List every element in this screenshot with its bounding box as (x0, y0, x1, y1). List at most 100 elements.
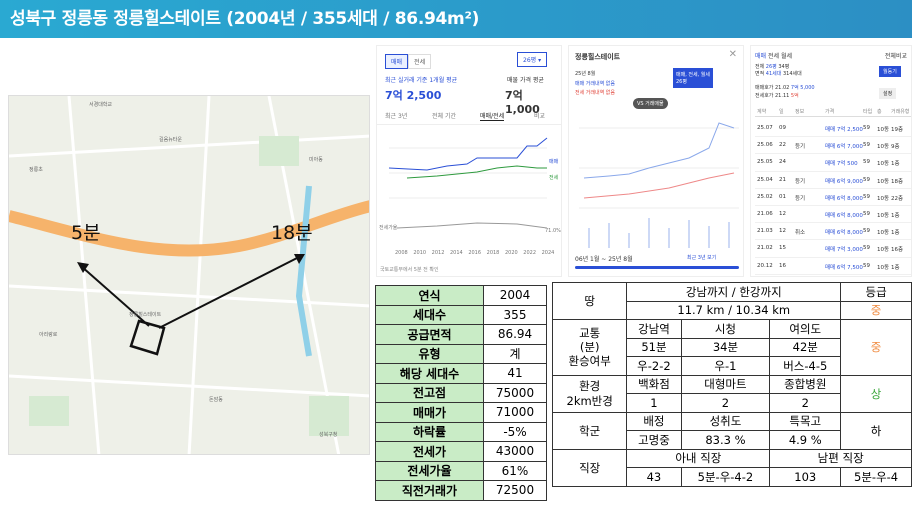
husband-job: 남편 직장 (769, 448, 912, 468)
summary-row: 연식 2004 (375, 285, 547, 306)
ratio-label: 전세가율 (379, 225, 398, 231)
vs-button[interactable]: VS 거래매물 (633, 98, 668, 109)
tab-compare[interactable]: 비교 (534, 113, 546, 120)
chart-date: 25년 8월 (575, 71, 596, 77)
list-cell: 1층 (891, 161, 900, 168)
transfer-yeouido: 버스-4-5 (769, 356, 842, 376)
range-slider[interactable] (575, 266, 739, 269)
tab-sale[interactable]: 매매 (385, 54, 409, 69)
list-cell: 매매 6억 7,000 (825, 144, 863, 151)
summary-row: 전고점 75000 (375, 382, 547, 403)
list-cell: 25.05 (757, 159, 773, 166)
school-special: 특목고 (769, 411, 842, 431)
summary-value: 41 (483, 363, 547, 384)
list-cell: 59 (863, 193, 870, 200)
map-label-right: 18분 (271, 222, 313, 244)
list-body: 25.07 09 매매 7억 2,500 59 10동 19층 25.06 22 등기 매매 6억… (755, 120, 911, 275)
list-item[interactable]: 20.12 16 매매 6억 7,500 59 10동 1층 (755, 258, 911, 275)
wife-route: 5분-우-4-2 (680, 467, 771, 487)
transaction-chart-panel: 정릉힐스테이트 ✕ 25년 8월 매매 거래내역 없음 전세 거래내역 없음 매… (568, 45, 744, 277)
land-header: 땅 (551, 282, 628, 320)
list-cell: 16층 (891, 247, 904, 254)
tab-rent[interactable]: 전세 (408, 54, 432, 69)
tab-monthly[interactable]: 월세 (780, 53, 792, 60)
list-header: 계약 일 정보 가격 타입 층 거래유형 (755, 109, 911, 117)
school-special-value: 4.9 % (769, 430, 842, 450)
dest-cityhall: 시청 (680, 319, 771, 339)
list-item[interactable]: 25.04 21 등기 매매 6억 9,000 59 10동 18층 (755, 172, 911, 189)
list-item[interactable]: 25.06 22 등기 매매 6억 7,000 59 10동 9층 (755, 137, 911, 155)
year-axis: 2008 2010 2012 2014 2016 2018 2020 2022 … (395, 250, 555, 256)
husband-route: 5분-우-4 (840, 467, 912, 487)
legend-rent: 전세 (549, 175, 559, 181)
tab-sale[interactable]: 매매 (755, 53, 767, 60)
summary-row: 해당 세대수 41 (375, 363, 547, 384)
list-cell: 09 (779, 125, 786, 131)
tab-all[interactable]: 전체 기간 (432, 113, 456, 120)
map-place: 정릉힐스테이트 (129, 312, 162, 318)
close-icon[interactable]: ✕ (728, 49, 737, 60)
map-place: 서경대학교 (89, 102, 113, 108)
complex-title: 정릉힐스테이트 (575, 53, 621, 61)
summary-row: 세대수 355 (375, 304, 547, 325)
filter-chip[interactable]: 매매, 전세, 월세 26평 (673, 68, 713, 88)
tab-sale-rent[interactable]: 매매/전세 (480, 113, 505, 121)
list-cell: 25.02 (757, 193, 773, 200)
summary-value: 86.94 (483, 324, 547, 345)
map-place: 돈암동 (209, 397, 223, 403)
summary-label: 하락률 (375, 421, 484, 442)
list-item[interactable]: 25.02 01 등기 매매 6억 8,000 59 10동 22층 (755, 189, 911, 206)
date-range: 06년 1월 ~ 25년 8월 (575, 256, 633, 263)
summary-label: 전세가 (375, 441, 484, 462)
summary-label: 매매가 (375, 402, 484, 423)
list-item[interactable]: 25.07 09 매매 7억 2,500 59 10동 19층 (755, 120, 911, 138)
list-cell: 10동 (877, 195, 890, 202)
list-cell: 10동 (877, 161, 890, 168)
school-assigned-value: 고명중 (626, 430, 682, 450)
tab-jeonse[interactable]: 전세 (767, 53, 780, 60)
summary-value: 355 (483, 304, 547, 325)
period-link[interactable]: 최근 3년 보기 (687, 255, 717, 261)
env-grade: 상 (840, 374, 912, 413)
list-cell: 21.06 (757, 210, 773, 217)
school-assigned: 배정 (626, 411, 682, 431)
list-item[interactable]: 21.03 12 취소 매매 6억 8,000 59 10동 1층 (755, 223, 911, 241)
school-header: 학군 (551, 411, 628, 450)
transfer-cityhall: 우-1 (680, 356, 771, 376)
transaction-list-panel: 매매 전세 월세 전체비교 전체 26평 34평 면적 41세대 314세대 월… (750, 45, 912, 277)
compare-all[interactable]: 전체비교 (884, 53, 907, 60)
list-cell: 취소 (795, 230, 806, 237)
list-cell: 21 (779, 176, 786, 183)
list-item[interactable]: 21.06 12 매매 6억 8,000 59 10동 1층 (755, 206, 911, 224)
list-item[interactable]: 21.02 15 매매 7억 3,000 59 10동 16층 (755, 240, 911, 258)
summary-value: 75000 (483, 382, 547, 403)
env-hospital: 종합병원 (769, 374, 842, 394)
ratio-value: 71.0% (545, 228, 561, 234)
list-cell: 매매 6억 8,000 (825, 195, 863, 202)
list-cell: 등기 (795, 195, 806, 202)
traffic-header: 교통 (분) 환승여부 (551, 319, 628, 376)
legend-sale: 매매 (549, 159, 559, 165)
list-cell: 16 (779, 262, 786, 269)
listing-price: 7억 1,000 (505, 89, 540, 116)
settings-button[interactable]: 설정 (879, 88, 897, 99)
listing-caption: 매물 가격 평균 (507, 77, 544, 84)
time-gangnam: 51분 (626, 337, 682, 357)
list-cell: 매매 7억 2,500 (825, 127, 863, 133)
list-cell: 21.02 (757, 245, 773, 252)
rent-status: 전세 거래내역 없음 (575, 90, 615, 96)
map[interactable]: 5분 18분 서경대학교 정릉초 정릉힐스테이트 길음뉴타운 미아동 아리랑로 … (8, 95, 370, 455)
job-header: 직장 (551, 448, 628, 487)
summary-label: 해당 세대수 (375, 363, 484, 384)
list-cell: 매매 7억 500 (825, 161, 858, 168)
transaction-scatter (579, 122, 739, 248)
summary-label: 직전거래가 (375, 480, 484, 501)
list-cell: 9층 (891, 144, 900, 151)
list-cell: 59 (863, 142, 870, 149)
list-item[interactable]: 25.05 24 매매 7억 500 59 10동 1층 (755, 154, 911, 172)
list-cell: 59 (863, 176, 870, 183)
view-button[interactable]: 월등기 (879, 66, 901, 77)
tab-3y[interactable]: 최근 3년 (385, 113, 408, 120)
map-label-left: 5분 (71, 222, 101, 244)
size-select[interactable]: 26평 ▾ (517, 52, 548, 67)
